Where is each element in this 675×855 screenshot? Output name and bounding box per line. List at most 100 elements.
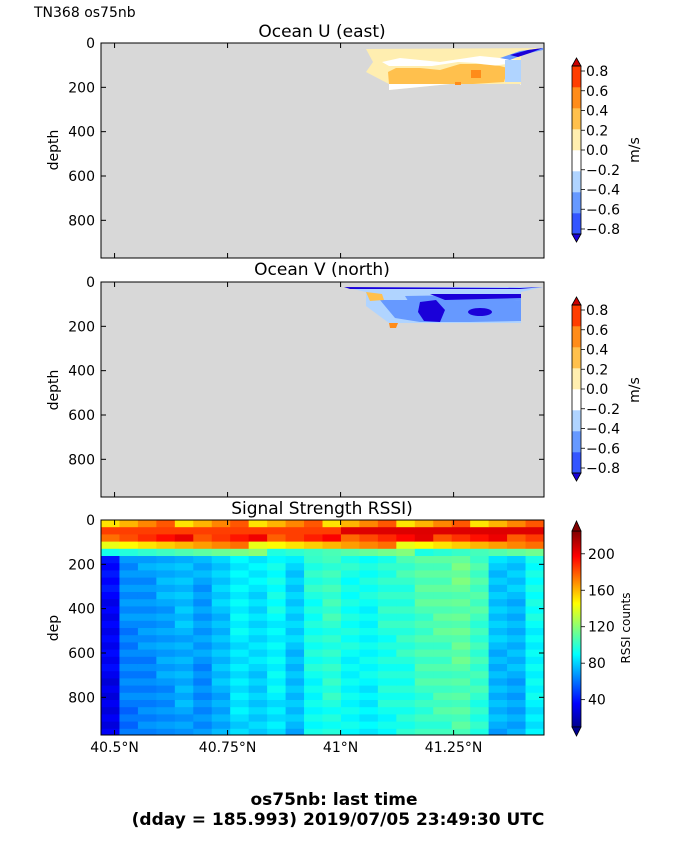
heatmap-cell — [304, 606, 323, 615]
heatmap-cell — [488, 584, 508, 593]
heatmap-cell — [248, 527, 268, 535]
heatmap-cell — [230, 678, 250, 687]
heatmap-cell — [101, 584, 120, 593]
heatmap-cell — [433, 606, 453, 615]
u-contour-strong-positive — [471, 70, 481, 78]
heatmap-cell — [304, 642, 323, 651]
heatmap-cell — [230, 527, 250, 535]
velocity-field-v — [344, 287, 543, 328]
heatmap-cell — [377, 613, 397, 622]
chart-title-v: Ocean V (north) — [254, 260, 390, 280]
heatmap-cell — [340, 635, 360, 643]
heatmap-cell — [377, 520, 397, 528]
heatmap-cell — [174, 707, 194, 715]
heatmap-cell — [193, 541, 213, 550]
heatmap-cell — [304, 721, 323, 730]
colorbar-level — [572, 389, 581, 411]
heatmap-cell — [470, 584, 490, 593]
heatmap-cell — [174, 563, 194, 571]
heatmap-cell — [396, 527, 416, 535]
heatmap-cell — [470, 592, 490, 600]
colorbar-level — [572, 368, 581, 390]
heatmap-cell — [304, 656, 323, 665]
heatmap-cell — [285, 520, 305, 528]
heatmap-cell — [488, 642, 508, 651]
heatmap-cell — [451, 685, 471, 694]
heatmap-cell — [285, 635, 305, 643]
heatmap-cell — [248, 620, 268, 629]
heatmap-cell — [414, 707, 434, 715]
heatmap-cell — [156, 671, 176, 679]
heatmap-cell — [470, 548, 490, 557]
heatmap-cell — [359, 692, 379, 701]
heatmap-cell — [340, 599, 360, 607]
heatmap-cell — [359, 678, 379, 687]
v-contour-positive — [366, 292, 384, 301]
heatmap-cell — [137, 642, 157, 651]
heatmap-cell — [193, 599, 213, 607]
heatmap-cell — [322, 635, 342, 643]
heatmap-cell — [525, 649, 544, 658]
heatmap-cell — [230, 649, 250, 658]
heatmap-cell — [193, 613, 213, 622]
heatmap-cell — [433, 534, 453, 543]
heatmap-cell — [156, 570, 176, 579]
heatmap-cell — [101, 664, 120, 672]
heatmap-cell — [101, 541, 120, 550]
heatmap-cell — [174, 527, 194, 535]
y-tick-label: 600 — [68, 646, 95, 662]
heatmap-cell — [267, 642, 287, 651]
v-contour-strong-negative-b — [468, 308, 492, 316]
heatmap-cell — [230, 635, 250, 643]
colorbar-rssi — [571, 530, 582, 728]
heatmap-cell — [377, 556, 397, 564]
heatmap-cell — [211, 692, 231, 701]
heatmap-cell — [156, 707, 176, 715]
heatmap-cell — [414, 556, 434, 564]
heatmap-cell — [267, 556, 287, 564]
heatmap-cell — [359, 599, 379, 607]
heatmap-cell — [193, 592, 213, 600]
heatmap-cell — [230, 671, 250, 679]
heatmap-cell — [396, 685, 416, 694]
colorbar-tick-label: 0.4 — [586, 104, 608, 120]
heatmap-cell — [507, 556, 527, 564]
heatmap-cell — [525, 671, 544, 679]
heatmap-cell — [137, 563, 157, 571]
heatmap-cell — [507, 592, 527, 600]
heatmap-cell — [248, 592, 268, 600]
colorbar-tick-label: −0.8 — [586, 222, 620, 238]
heatmap-cell — [451, 642, 471, 651]
heatmap-cell — [433, 714, 453, 723]
heatmap-cell — [470, 664, 490, 672]
heatmap-cell — [285, 548, 305, 557]
heatmap-cell — [322, 563, 342, 571]
colorbar-tick-label: 0.6 — [586, 323, 608, 339]
heatmap-cell — [230, 664, 250, 672]
heatmap-cell — [267, 534, 287, 543]
heatmap-cell — [470, 721, 490, 730]
heatmap-cell — [488, 728, 508, 735]
colorbar-level — [572, 150, 581, 172]
heatmap-cell — [451, 656, 471, 665]
v-contour-strong-negative — [418, 300, 445, 322]
heatmap-cell — [137, 592, 157, 600]
heatmap-cell — [451, 721, 471, 730]
heatmap-cell — [267, 592, 287, 600]
heatmap-cell — [119, 664, 139, 672]
heatmap-cell — [285, 570, 305, 579]
heatmap-cell — [396, 635, 416, 643]
heatmap-cell — [470, 563, 490, 571]
heatmap-cell — [322, 628, 342, 636]
heatmap-cell — [470, 520, 490, 528]
colorbar-tick-label: −0.8 — [586, 461, 620, 477]
heatmap-cell — [211, 678, 231, 687]
y-axis-ticks-1: 0 200 400 600 800 — [68, 275, 544, 468]
heatmap-cell — [488, 570, 508, 579]
heatmap-cell — [101, 520, 120, 528]
colorbar-tick-label: −0.4 — [586, 183, 620, 199]
heatmap-cell — [193, 628, 213, 636]
heatmap-cell — [377, 671, 397, 679]
heatmap-cell — [193, 527, 213, 535]
